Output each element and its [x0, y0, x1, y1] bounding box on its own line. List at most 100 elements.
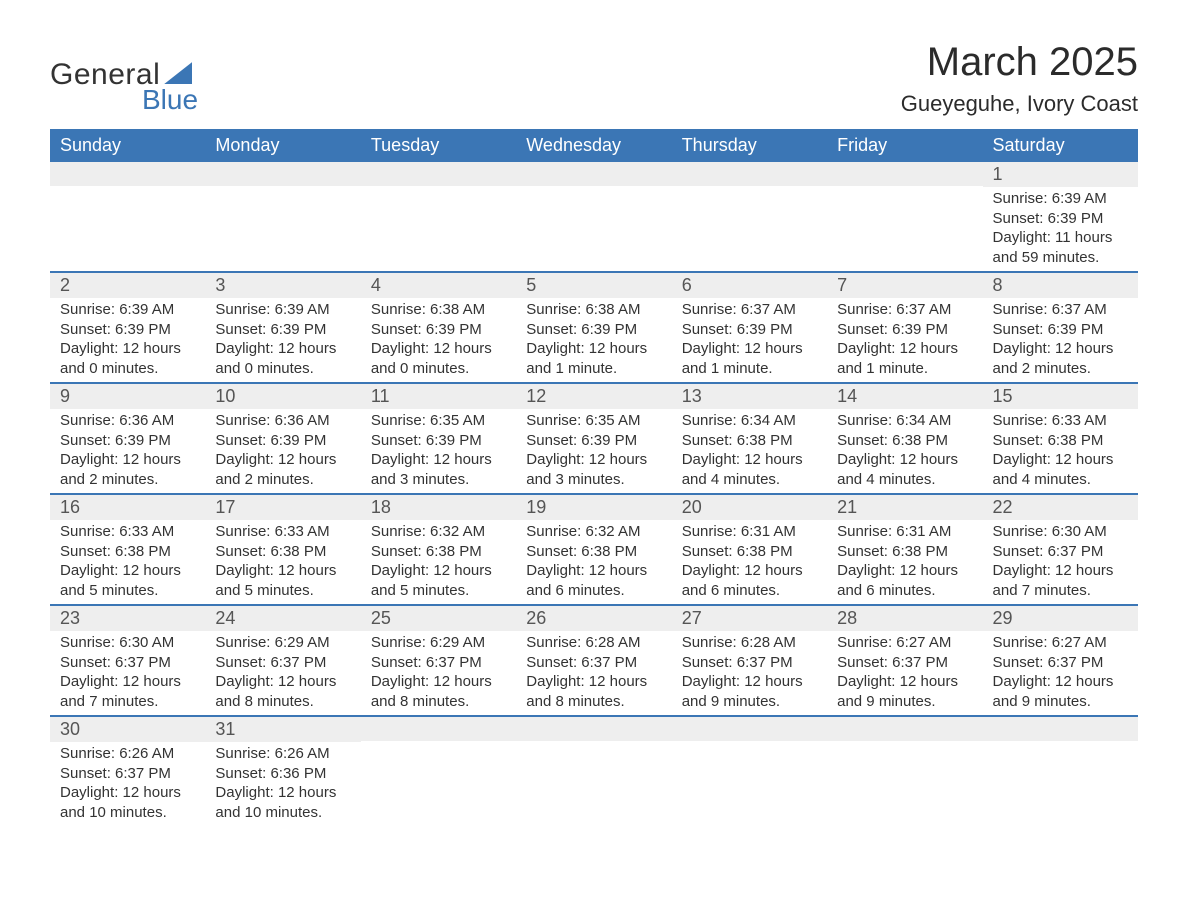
sunrise-text: Sunrise: 6:29 AM — [371, 633, 506, 653]
sunrise-text: Sunrise: 6:35 AM — [371, 411, 506, 431]
day-number: 31 — [205, 717, 360, 742]
day-number — [516, 162, 671, 186]
day-detail: Sunrise: 6:27 AMSunset: 6:37 PMDaylight:… — [983, 631, 1138, 715]
calendar-week-row: 9Sunrise: 6:36 AM Sunset: 6:39 PMDaylight… — [50, 383, 1138, 494]
calendar-table: Sunday Monday Tuesday Wednesday Thursday… — [50, 129, 1138, 826]
sunset-text: Sunset: 6:38 PM — [993, 431, 1128, 451]
sunset-text: Sunset: 6:38 PM — [682, 431, 817, 451]
calendar-day-cell: 23Sunrise: 6:30 AMSunset: 6:37 PMDayligh… — [50, 605, 205, 716]
day-detail: Sunrise: 6:35 AMSunset: 6:39 PMDaylight:… — [361, 409, 516, 493]
calendar-day-cell: 15Sunrise: 6:33 AMSunset: 6:38 PMDayligh… — [983, 383, 1138, 494]
calendar-day-cell: 26Sunrise: 6:28 AMSunset: 6:37 PMDayligh… — [516, 605, 671, 716]
day-number: 22 — [983, 495, 1138, 520]
sunrise-text: Sunrise: 6:37 AM — [837, 300, 972, 320]
day-number: 2 — [50, 273, 205, 298]
day-number: 8 — [983, 273, 1138, 298]
sunrise-text: Sunrise: 6:31 AM — [837, 522, 972, 542]
day-detail: Sunrise: 6:30 AMSunset: 6:37 PMDaylight:… — [983, 520, 1138, 604]
calendar-day-cell — [516, 716, 671, 826]
day-number: 11 — [361, 384, 516, 409]
day-number: 9 — [50, 384, 205, 409]
sunrise-text: Sunrise: 6:27 AM — [837, 633, 972, 653]
calendar-day-cell — [516, 162, 671, 272]
day-number: 12 — [516, 384, 671, 409]
day-detail: Sunrise: 6:34 AMSunset: 6:38 PMDaylight:… — [827, 409, 982, 493]
sunset-text: Sunset: 6:38 PM — [60, 542, 195, 562]
sunrise-text: Sunrise: 6:36 AM — [60, 411, 195, 431]
daylight-text: Daylight: 11 hours and 59 minutes. — [993, 228, 1128, 267]
day-number: 10 — [205, 384, 360, 409]
calendar-day-cell: 10Sunrise: 6:36 AMSunset: 6:39 PMDayligh… — [205, 383, 360, 494]
sunrise-text: Sunrise: 6:37 AM — [993, 300, 1128, 320]
day-detail: Sunrise: 6:33 AMSunset: 6:38 PMDaylight:… — [983, 409, 1138, 493]
calendar-week-row: 2Sunrise: 6:39 AMSunset: 6:39 PMDaylight… — [50, 272, 1138, 383]
day-detail: Sunrise: 6:32 AMSunset: 6:38 PMDaylight:… — [361, 520, 516, 604]
sunrise-text: Sunrise: 6:39 AM — [215, 300, 350, 320]
weekday-header: Thursday — [672, 129, 827, 162]
calendar-day-cell: 30Sunrise: 6:26 AMSunset: 6:37 PMDayligh… — [50, 716, 205, 826]
day-detail: Sunrise: 6:31 AMSunset: 6:38 PMDaylight:… — [827, 520, 982, 604]
day-number: 15 — [983, 384, 1138, 409]
sunset-text: Sunset: 6:39 PM — [526, 431, 661, 451]
day-detail: Sunrise: 6:33 AMSunset: 6:38 PMDaylight:… — [205, 520, 360, 604]
sunrise-text: Sunrise: 6:28 AM — [682, 633, 817, 653]
daylight-text: Daylight: 12 hours and 8 minutes. — [215, 672, 350, 711]
day-detail: Sunrise: 6:39 AMSunset: 6:39 PMDaylight:… — [50, 298, 205, 382]
sunset-text: Sunset: 6:39 PM — [60, 320, 195, 340]
calendar-week-row: 16Sunrise: 6:33 AMSunset: 6:38 PMDayligh… — [50, 494, 1138, 605]
day-detail: Sunrise: 6:30 AMSunset: 6:37 PMDaylight:… — [50, 631, 205, 715]
location-subtitle: Gueyeguhe, Ivory Coast — [901, 91, 1138, 117]
calendar-day-cell: 9Sunrise: 6:36 AMSunset: 6:39 PMDaylight… — [50, 383, 205, 494]
day-detail: Sunrise: 6:28 AMSunset: 6:37 PMDaylight:… — [672, 631, 827, 715]
day-number — [827, 717, 982, 741]
day-detail — [361, 741, 516, 819]
calendar-day-cell — [983, 716, 1138, 826]
daylight-text: Daylight: 12 hours and 5 minutes. — [215, 561, 350, 600]
sunset-text: Sunset: 6:38 PM — [837, 431, 972, 451]
sunset-text: Sunset: 6:36 PM — [215, 764, 350, 784]
daylight-text: Daylight: 12 hours and 7 minutes. — [993, 561, 1128, 600]
day-detail: Sunrise: 6:34 AMSunset: 6:38 PMDaylight:… — [672, 409, 827, 493]
daylight-text: Daylight: 12 hours and 1 minute. — [837, 339, 972, 378]
logo-word-blue: Blue — [142, 86, 198, 114]
sunrise-text: Sunrise: 6:35 AM — [526, 411, 661, 431]
day-detail: Sunrise: 6:39 AMSunset: 6:39 PMDaylight:… — [205, 298, 360, 382]
calendar-day-cell: 22Sunrise: 6:30 AMSunset: 6:37 PMDayligh… — [983, 494, 1138, 605]
weekday-header: Monday — [205, 129, 360, 162]
logo-sail-icon — [164, 62, 192, 84]
calendar-day-cell: 28Sunrise: 6:27 AMSunset: 6:37 PMDayligh… — [827, 605, 982, 716]
sunrise-text: Sunrise: 6:34 AM — [837, 411, 972, 431]
day-number: 7 — [827, 273, 982, 298]
sunrise-text: Sunrise: 6:33 AM — [60, 522, 195, 542]
sunset-text: Sunset: 6:38 PM — [371, 542, 506, 562]
daylight-text: Daylight: 12 hours and 3 minutes. — [526, 450, 661, 489]
day-number: 19 — [516, 495, 671, 520]
day-number: 6 — [672, 273, 827, 298]
day-number: 23 — [50, 606, 205, 631]
calendar-day-cell — [672, 716, 827, 826]
sunset-text: Sunset: 6:39 PM — [371, 320, 506, 340]
sunset-text: Sunset: 6:39 PM — [837, 320, 972, 340]
daylight-text: Daylight: 12 hours and 9 minutes. — [682, 672, 817, 711]
calendar-day-cell: 12Sunrise: 6:35 AMSunset: 6:39 PMDayligh… — [516, 383, 671, 494]
day-detail: Sunrise: 6:31 AMSunset: 6:38 PMDaylight:… — [672, 520, 827, 604]
day-detail — [516, 741, 671, 819]
weekday-header-row: Sunday Monday Tuesday Wednesday Thursday… — [50, 129, 1138, 162]
sunset-text: Sunset: 6:38 PM — [682, 542, 817, 562]
day-number: 26 — [516, 606, 671, 631]
calendar-day-cell: 21Sunrise: 6:31 AMSunset: 6:38 PMDayligh… — [827, 494, 982, 605]
sunset-text: Sunset: 6:38 PM — [837, 542, 972, 562]
sunrise-text: Sunrise: 6:32 AM — [371, 522, 506, 542]
daylight-text: Daylight: 12 hours and 1 minute. — [526, 339, 661, 378]
day-detail: Sunrise: 6:38 AMSunset: 6:39 PMDaylight:… — [361, 298, 516, 382]
sunrise-text: Sunrise: 6:32 AM — [526, 522, 661, 542]
sunset-text: Sunset: 6:37 PM — [371, 653, 506, 673]
sunset-text: Sunset: 6:39 PM — [682, 320, 817, 340]
calendar-week-row: 23Sunrise: 6:30 AMSunset: 6:37 PMDayligh… — [50, 605, 1138, 716]
daylight-text: Daylight: 12 hours and 0 minutes. — [60, 339, 195, 378]
calendar-day-cell: 3Sunrise: 6:39 AMSunset: 6:39 PMDaylight… — [205, 272, 360, 383]
day-number — [516, 717, 671, 741]
day-number — [983, 717, 1138, 741]
calendar-day-cell: 25Sunrise: 6:29 AMSunset: 6:37 PMDayligh… — [361, 605, 516, 716]
calendar-day-cell: 7Sunrise: 6:37 AMSunset: 6:39 PMDaylight… — [827, 272, 982, 383]
